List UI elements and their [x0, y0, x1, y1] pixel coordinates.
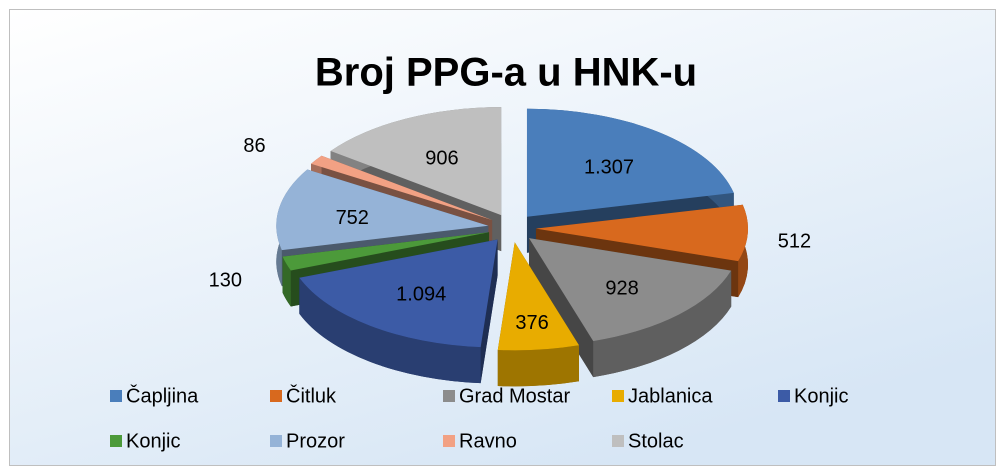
legend-label: Čitluk [286, 384, 337, 407]
pie-slice [528, 238, 732, 378]
data-label: 1.307 [584, 157, 634, 179]
legend: Čapljina Čitluk Grad Mostar Jablanica Konjic… [110, 384, 848, 452]
data-label: 752 [336, 207, 369, 229]
chart-area [9, 9, 996, 466]
legend-swatch [778, 390, 790, 402]
legend-label: Stolac [628, 430, 684, 452]
slice-top [497, 242, 579, 351]
data-label: 1.094 [396, 284, 446, 306]
legend-label: Grad Mostar [459, 385, 570, 407]
legend-label: Čapljina [126, 384, 199, 407]
pie-slice [497, 242, 579, 387]
pie: 1.307 512 928 376 1.094 130 752 86 906 [209, 107, 811, 387]
slice-wall [282, 256, 291, 307]
slice-top [282, 232, 490, 271]
data-label: 376 [515, 312, 548, 334]
legend-label: Konjic [126, 430, 180, 452]
legend-label: Ravno [459, 430, 517, 452]
slice-top [526, 108, 734, 217]
slice-top [330, 107, 502, 216]
slice-top [276, 169, 489, 251]
chart-title: Broj PPG-a u HNK-u [315, 51, 697, 95]
pie-slice [299, 239, 498, 384]
slice-wall [593, 270, 732, 378]
legend-label: Prozor [286, 430, 345, 452]
legend-swatch [443, 435, 455, 447]
legend-swatch [612, 435, 624, 447]
legend-swatch [612, 390, 624, 402]
data-label: 512 [778, 230, 811, 252]
legend-label: Konjic [794, 385, 848, 407]
legend-swatch [270, 390, 282, 402]
legend-swatch [270, 435, 282, 447]
legend-swatch [443, 390, 455, 402]
slice-top [528, 238, 732, 342]
data-label: 86 [243, 135, 265, 157]
slice-wall [299, 277, 481, 384]
data-label: 906 [425, 148, 458, 170]
slice-top [299, 239, 498, 348]
data-label: 928 [605, 278, 638, 300]
slice-top [535, 204, 748, 262]
legend-label: Jablanica [628, 385, 713, 407]
data-label: 130 [209, 269, 242, 291]
slice-top [311, 155, 493, 220]
legend-swatch [110, 435, 122, 447]
slice-wall [497, 345, 579, 387]
legend-swatch [110, 390, 122, 402]
